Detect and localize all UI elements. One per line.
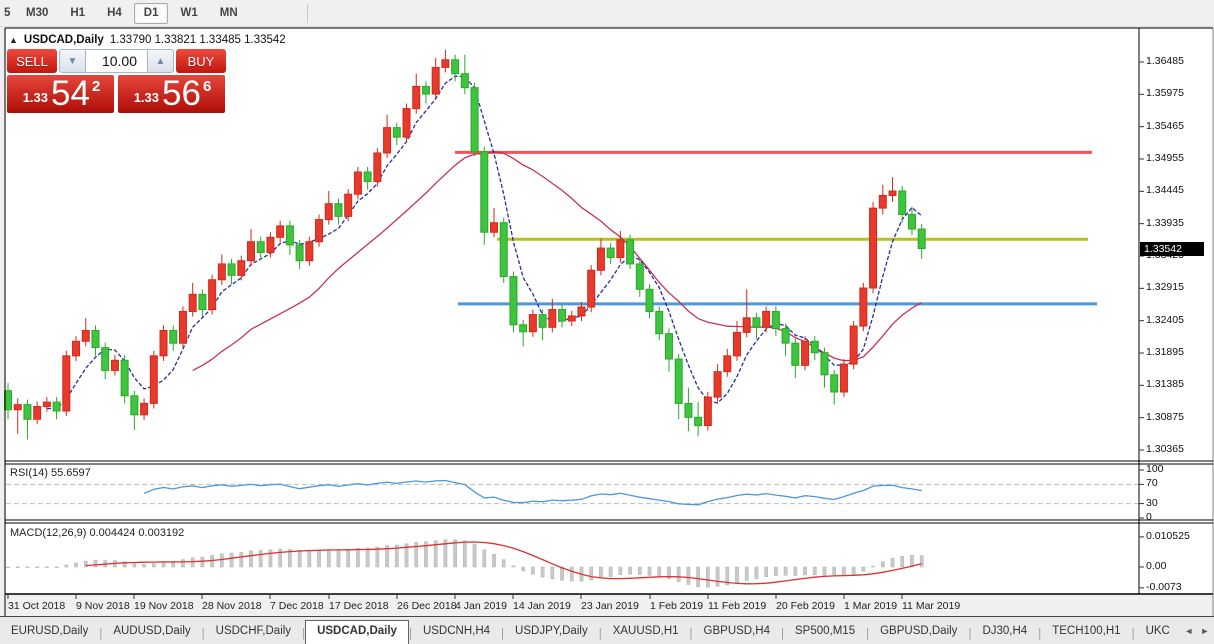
- date-label: 23 Jan 2019: [581, 600, 639, 612]
- rsi-label: RSI(14) 55.6597: [10, 467, 91, 479]
- timeframe-toolbar: 5 M30 H1 H4 D1 W1 MN: [0, 0, 1214, 27]
- tab-separator: |: [99, 628, 103, 640]
- price-tick-label: 1.32405: [1146, 313, 1184, 326]
- buy-button[interactable]: BUY: [176, 49, 226, 73]
- tab-separator: |: [781, 628, 784, 640]
- date-label: 11 Feb 2019: [708, 600, 767, 612]
- chart-symbol-title: USDCAD,Daily: [23, 34, 104, 46]
- rsi-tick-label: 100: [1146, 463, 1164, 475]
- macd-label: MACD(12,26,9) 0.004424 0.003192: [10, 527, 185, 539]
- tab-separator: |: [866, 628, 870, 640]
- date-label: 1 Mar 2019: [844, 600, 898, 612]
- volume-increase-button[interactable]: ▲: [147, 49, 174, 73]
- date-label: 4 Jan 2019: [455, 600, 507, 612]
- tab-usdchf-daily[interactable]: USDCHF,Daily: [215, 625, 292, 637]
- chart-ohlc-values: 1.33790 1.33821 1.33485 1.33542: [109, 34, 286, 46]
- tab-scroll-arrows: ◄ ►: [1181, 617, 1214, 644]
- timeframe-button-D1[interactable]: D1: [133, 2, 169, 24]
- tab-scroll-right-icon[interactable]: ►: [1200, 625, 1210, 636]
- volume-decrease-button[interactable]: ▼: [59, 49, 86, 73]
- macd-tick-label: 0.00: [1146, 560, 1167, 572]
- timeframe-button-W1[interactable]: W1: [180, 7, 198, 19]
- rsi-tick-label: 0: [1146, 511, 1152, 523]
- price-tick-label: 1.30365: [1146, 443, 1184, 455]
- toolbar-separator: [306, 3, 308, 23]
- date-label: 7 Dec 2018: [270, 600, 324, 612]
- buy-price-tile[interactable]: 1.33 56 6: [118, 75, 225, 113]
- rsi-tick-label: 30: [1146, 496, 1158, 509]
- date-label: 1 Feb 2019: [650, 600, 704, 612]
- price-tick-label: 1.31895: [1146, 346, 1184, 358]
- tab-gbpusd-h4[interactable]: GBPUSD,H4: [703, 625, 770, 637]
- price-tick-label: 1.36485: [1146, 55, 1184, 67]
- macd-tick-label: -0.0073: [1146, 580, 1182, 593]
- price-tick-label: 1.35975: [1146, 87, 1184, 100]
- tab-separator: |: [968, 628, 972, 640]
- tab-eurusd-daily[interactable]: EURUSD,Daily: [11, 625, 89, 637]
- price-tick-label: 1.32915: [1146, 281, 1184, 294]
- date-label: 20 Feb 2019: [776, 600, 835, 612]
- date-label: 11 Mar 2019: [902, 600, 961, 612]
- tab-separator: |: [302, 628, 306, 640]
- date-label: 9 Nov 2018: [76, 600, 130, 612]
- tab-scroll-left-icon[interactable]: ◄: [1184, 625, 1194, 636]
- tab-gbpusd-daily[interactable]: GBPUSD,Daily: [880, 625, 958, 637]
- buy-price-pip: 6: [202, 78, 212, 95]
- price-tick-label: 1.33935: [1146, 216, 1184, 229]
- sell-price-tile[interactable]: 1.33 54 2: [7, 75, 114, 113]
- date-label: 19 Nov 2018: [134, 600, 194, 612]
- tab-separator: |: [689, 628, 693, 640]
- date-label: 26 Dec 2018: [397, 600, 457, 612]
- tab-dj30-h4[interactable]: DJ30,H4: [982, 625, 1028, 637]
- tab-separator: |: [501, 628, 505, 640]
- buy-price-prefix: 1.33: [133, 90, 160, 105]
- tab-ukc[interactable]: UKC: [1145, 625, 1170, 637]
- tab-xauusd-h1[interactable]: XAUUSD,H1: [612, 625, 679, 637]
- chevron-up-icon: ▲: [155, 55, 166, 67]
- tab-separator: |: [201, 628, 205, 640]
- macd-tick-label: 0.010525: [1146, 529, 1190, 542]
- symbol-tab-bar: EURUSD,Daily | AUDUSD,Daily | USDCHF,Daily | U…: [0, 617, 1214, 644]
- sell-button[interactable]: SELL: [7, 49, 57, 73]
- tab-tech100-h1[interactable]: TECH100,H1: [1052, 625, 1121, 637]
- tab-separator: |: [598, 628, 602, 640]
- date-label: 17 Dec 2018: [329, 600, 389, 612]
- current-price-tag: 1.33542: [1140, 242, 1204, 256]
- chevron-down-icon: ▼: [67, 55, 78, 67]
- price-tick-label: 1.35465: [1146, 119, 1184, 132]
- tab-sp500-m15[interactable]: SP500,M15: [795, 625, 856, 637]
- tab-separator: |: [1131, 628, 1135, 640]
- price-tick-label: 1.34445: [1146, 184, 1184, 197]
- tab-usdjpy-daily[interactable]: USDJPY,Daily: [515, 625, 588, 637]
- timeframe-button-5[interactable]: 5: [4, 7, 11, 19]
- tab-usdcnh-h4[interactable]: USDCNH,H4: [422, 625, 491, 637]
- tab-separator: |: [408, 628, 412, 640]
- volume-input[interactable]: 10.00: [86, 49, 147, 73]
- date-label: 14 Jan 2019: [513, 600, 571, 612]
- buy-price-big: 56: [162, 74, 201, 113]
- sell-price-prefix: 1.33: [22, 90, 49, 105]
- date-label: 28 Nov 2018: [202, 600, 262, 612]
- price-tick-label: 1.34955: [1146, 152, 1184, 164]
- tab-audusd-daily[interactable]: AUDUSD,Daily: [113, 625, 191, 637]
- date-label: 31 Oct 2018: [8, 600, 66, 612]
- rsi-tick-label: 70: [1146, 477, 1158, 490]
- timeframe-button-M30[interactable]: M30: [26, 7, 49, 19]
- tab-usdcad-daily[interactable]: USDCAD,Daily: [305, 620, 409, 644]
- sell-price-pip: 2: [91, 78, 101, 95]
- tab-separator: |: [1038, 628, 1042, 640]
- price-tick-label: 1.30875: [1146, 410, 1184, 423]
- collapse-panel-icon[interactable]: ▲: [9, 35, 18, 45]
- price-tick-label: 1.31385: [1146, 378, 1184, 391]
- sell-price-big: 54: [51, 74, 90, 113]
- timeframe-button-MN[interactable]: MN: [219, 7, 238, 19]
- timeframe-button-H1[interactable]: H1: [70, 7, 86, 19]
- timeframe-button-H4[interactable]: H4: [107, 7, 122, 19]
